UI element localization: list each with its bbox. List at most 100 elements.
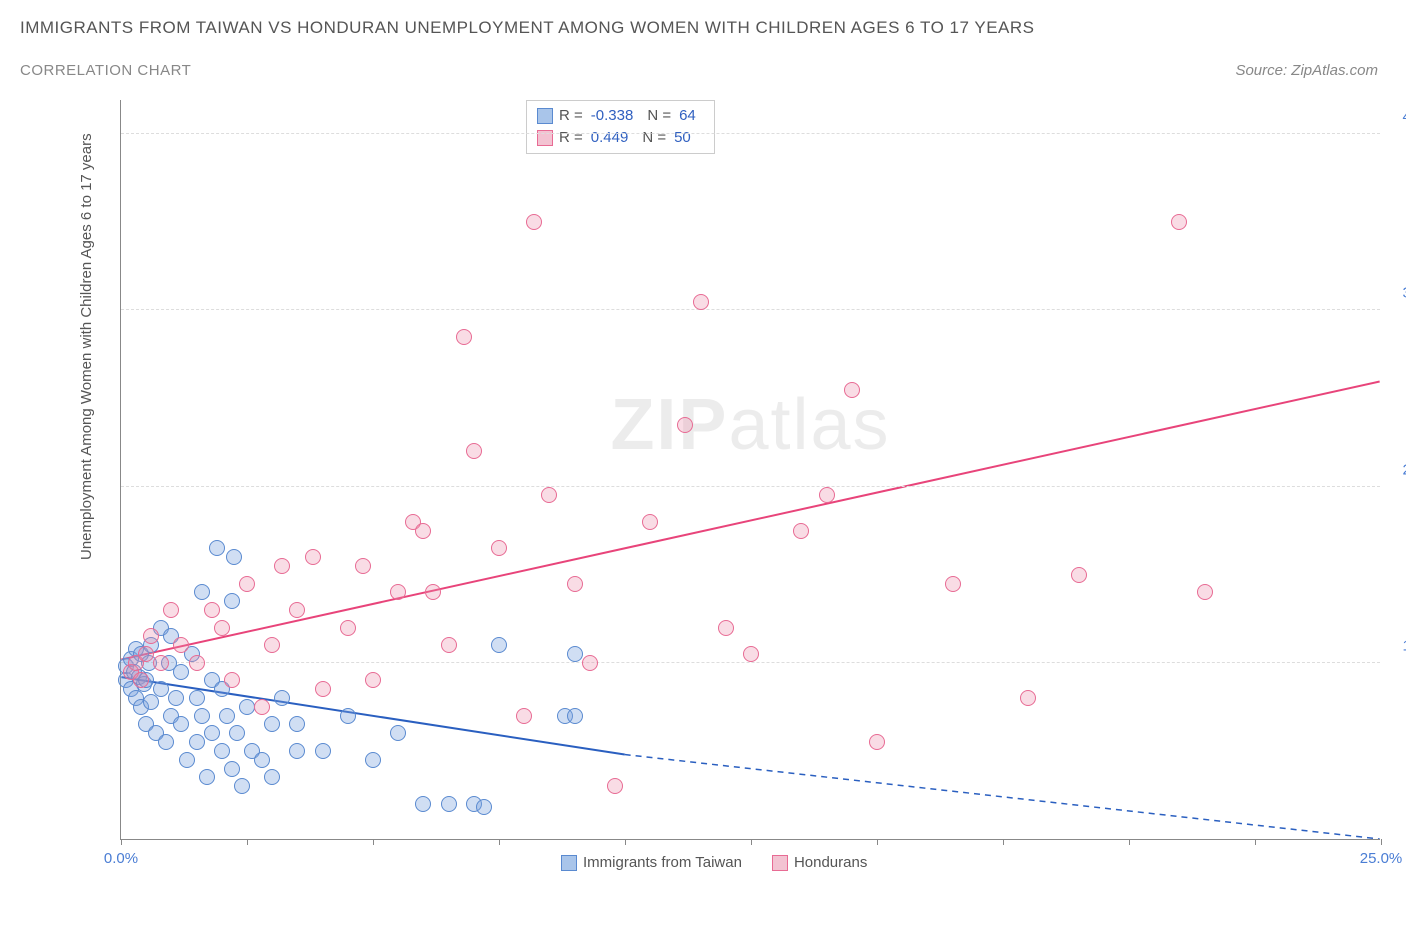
dot-hondurans <box>415 523 431 539</box>
dot-hondurans <box>1171 214 1187 230</box>
dot-taiwan <box>254 752 270 768</box>
dot-hondurans <box>224 672 240 688</box>
dot-taiwan <box>340 708 356 724</box>
legend-row-hondurans: R = 0.449 N = 50 <box>537 127 704 149</box>
gridline <box>121 486 1380 487</box>
dot-taiwan <box>491 637 507 653</box>
dot-hondurans <box>355 558 371 574</box>
r-value-hondurans: 0.449 <box>591 127 629 149</box>
dot-taiwan <box>179 752 195 768</box>
y-axis-label: Unemployment Among Women with Children A… <box>78 133 95 560</box>
trend-line-hondurans <box>121 382 1379 660</box>
gridline <box>121 309 1380 310</box>
dot-taiwan <box>189 734 205 750</box>
dot-hondurans <box>466 443 482 459</box>
dot-taiwan <box>441 796 457 812</box>
dot-hondurans <box>1071 567 1087 583</box>
dot-hondurans <box>189 655 205 671</box>
y-tick-label: 20.0% <box>1385 461 1406 478</box>
dot-taiwan <box>224 761 240 777</box>
dot-hondurans <box>138 646 154 662</box>
dot-hondurans <box>456 329 472 345</box>
gridline <box>121 133 1380 134</box>
x-tick-label: 0.0% <box>104 850 138 867</box>
dot-taiwan <box>365 752 381 768</box>
legend-swatch-hondurans <box>772 855 788 871</box>
r-label: R = <box>559 105 583 127</box>
x-tick-label: 25.0% <box>1360 850 1403 867</box>
dot-taiwan <box>415 796 431 812</box>
dot-hondurans <box>264 637 280 653</box>
trend-line-taiwan-extrapolated <box>625 755 1380 839</box>
dot-hondurans <box>693 294 709 310</box>
n-label: N = <box>647 105 671 127</box>
legend-item-taiwan: Immigrants from Taiwan <box>561 854 742 871</box>
dot-hondurans <box>677 417 693 433</box>
dot-hondurans <box>340 620 356 636</box>
dot-taiwan <box>173 716 189 732</box>
dot-hondurans <box>718 620 734 636</box>
dot-taiwan <box>219 708 235 724</box>
dot-hondurans <box>793 523 809 539</box>
dot-hondurans <box>365 672 381 688</box>
series-legend: Immigrants from Taiwan Hondurans <box>561 854 867 871</box>
dot-hondurans <box>869 734 885 750</box>
dot-taiwan <box>173 664 189 680</box>
dot-taiwan <box>189 690 205 706</box>
n-value-hondurans: 50 <box>674 127 691 149</box>
dot-hondurans <box>1197 584 1213 600</box>
dot-taiwan <box>567 646 583 662</box>
legend-swatch-taiwan <box>537 108 553 124</box>
dot-hondurans <box>819 487 835 503</box>
dot-taiwan <box>289 716 305 732</box>
dot-hondurans <box>642 514 658 530</box>
chart-title: IMMIGRANTS FROM TAIWAN VS HONDURAN UNEMP… <box>20 18 1035 38</box>
dot-taiwan <box>194 708 210 724</box>
dot-hondurans <box>582 655 598 671</box>
y-tick-label: 30.0% <box>1385 285 1406 302</box>
n-label: N = <box>642 127 666 149</box>
dot-taiwan <box>476 799 492 815</box>
chart-subtitle: CORRELATION CHART <box>20 62 191 79</box>
dot-taiwan <box>289 743 305 759</box>
dot-taiwan <box>209 540 225 556</box>
dot-taiwan <box>199 769 215 785</box>
x-tick <box>877 839 878 845</box>
trend-lines-layer <box>121 100 1380 839</box>
dot-hondurans <box>315 681 331 697</box>
chart-area: Unemployment Among Women with Children A… <box>60 100 1380 870</box>
dot-hondurans <box>945 576 961 592</box>
dot-taiwan <box>168 690 184 706</box>
source-attribution: Source: ZipAtlas.com <box>1235 62 1378 79</box>
x-tick <box>1255 839 1256 845</box>
dot-taiwan <box>194 584 210 600</box>
dot-hondurans <box>607 778 623 794</box>
dot-hondurans <box>143 628 159 644</box>
dot-hondurans <box>516 708 532 724</box>
dot-hondurans <box>441 637 457 653</box>
dot-hondurans <box>239 576 255 592</box>
dot-hondurans <box>173 637 189 653</box>
x-tick <box>499 839 500 845</box>
dot-taiwan <box>224 593 240 609</box>
dot-hondurans <box>274 558 290 574</box>
legend-label: Immigrants from Taiwan <box>583 854 742 871</box>
dot-hondurans <box>390 584 406 600</box>
scatter-plot: ZIPatlas R = -0.338 N = 64 R = 0.449 N =… <box>120 100 1380 840</box>
dot-taiwan <box>214 743 230 759</box>
dot-taiwan <box>229 725 245 741</box>
dot-hondurans <box>163 602 179 618</box>
dot-hondurans <box>567 576 583 592</box>
dot-taiwan <box>226 549 242 565</box>
legend-row-taiwan: R = -0.338 N = 64 <box>537 105 704 127</box>
x-tick <box>625 839 626 845</box>
y-tick-label: 40.0% <box>1385 109 1406 126</box>
dot-hondurans <box>743 646 759 662</box>
dot-taiwan <box>390 725 406 741</box>
dot-taiwan <box>239 699 255 715</box>
x-tick <box>1381 839 1382 845</box>
dot-taiwan <box>204 725 220 741</box>
dot-taiwan <box>315 743 331 759</box>
dot-taiwan <box>158 734 174 750</box>
r-value-taiwan: -0.338 <box>591 105 634 127</box>
